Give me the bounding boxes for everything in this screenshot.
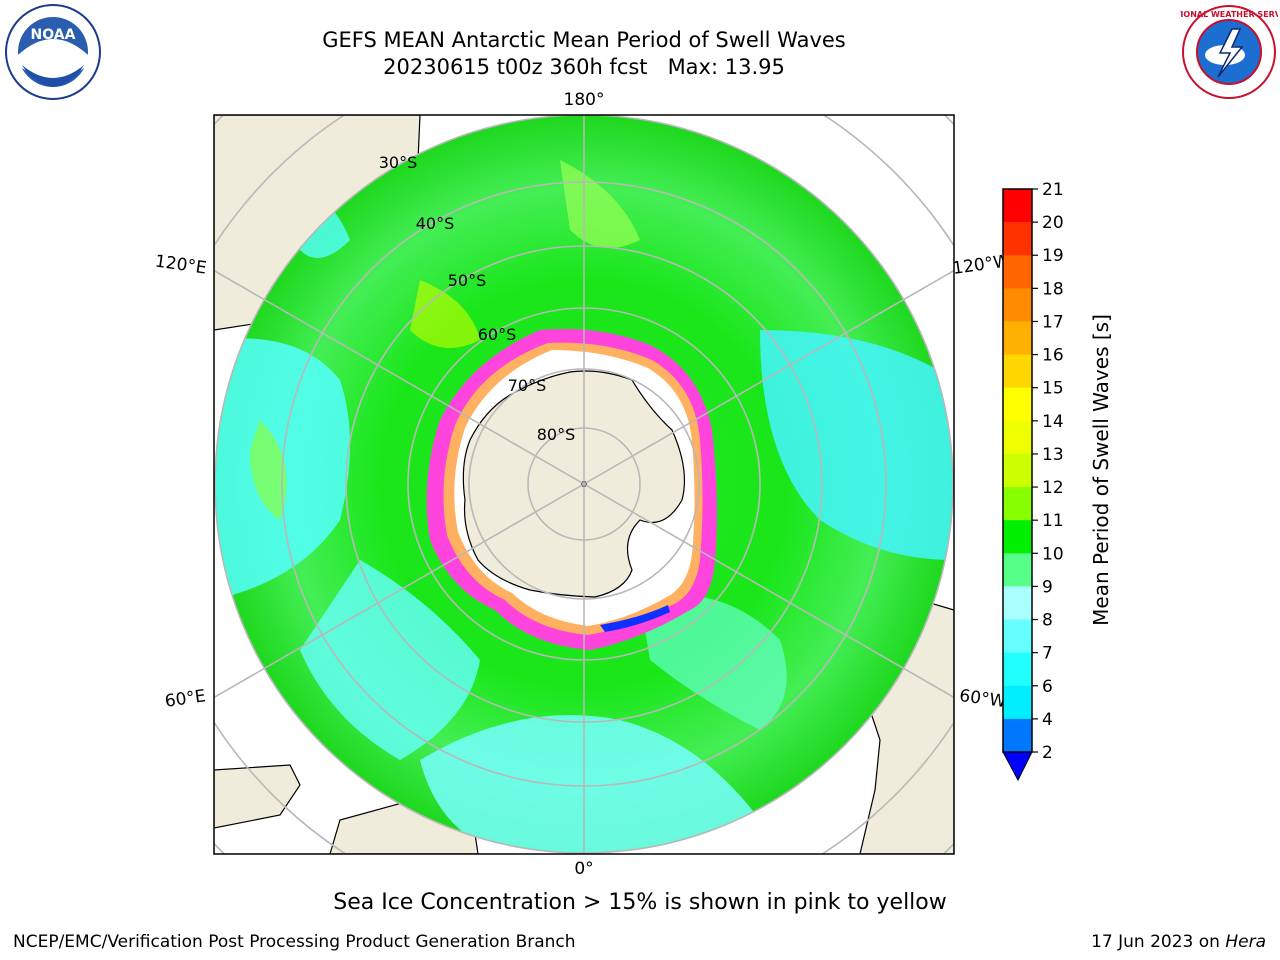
colorbar-segment bbox=[1003, 520, 1032, 554]
colorbar-segment bbox=[1003, 189, 1032, 223]
lon-label-180: 180° bbox=[564, 90, 605, 110]
colorbar-tick-label: 20 bbox=[1042, 213, 1064, 233]
colorbar-tick-label: 17 bbox=[1042, 312, 1064, 332]
colorbar-segment bbox=[1003, 619, 1032, 654]
colorbar-tick-label: 12 bbox=[1042, 478, 1064, 498]
colorbar-segment bbox=[1003, 453, 1032, 488]
map-title: GEFS MEAN Antarctic Mean Period of Swell… bbox=[322, 28, 846, 52]
noaa-logo: NOAA bbox=[5, 4, 101, 100]
colorbar-tick-label: 9 bbox=[1042, 577, 1053, 597]
colorbar-extend-arrow bbox=[1002, 751, 1033, 782]
colorbar-tick-label: 2 bbox=[1042, 743, 1053, 763]
colorbar-tick-label: 13 bbox=[1042, 445, 1064, 465]
lat-label-70s: 70°S bbox=[508, 376, 547, 395]
colorbar-segment bbox=[1003, 685, 1032, 720]
colorbar-segment bbox=[1003, 387, 1032, 422]
colorbar-tick-label: 14 bbox=[1042, 412, 1064, 432]
colorbar-segment bbox=[1003, 553, 1032, 587]
colorbar-segment bbox=[1003, 222, 1032, 256]
colorbar-segment bbox=[1003, 652, 1032, 687]
lat-label-40s: 40°S bbox=[416, 214, 455, 233]
colorbar: 21 20 19 18 17 16 15 14 13 12 11 10 9 8 7 6 4 2 Mean Peri… bbox=[1002, 180, 1113, 782]
footer-date: 17 Jun 2023 on Hera bbox=[1091, 932, 1266, 952]
nws-logo-text: NATIONAL WEATHER SERVICE bbox=[1180, 10, 1278, 19]
colorbar-segment bbox=[1003, 354, 1032, 389]
footer-producer: NCEP/EMC/Verification Post Processing Pr… bbox=[13, 932, 576, 952]
map-frame bbox=[213, 114, 955, 855]
nws-logo: NATIONAL WEATHER SERVICE bbox=[1180, 5, 1278, 99]
colorbar-segment bbox=[1003, 586, 1032, 621]
lon-label-0: 0° bbox=[574, 859, 593, 879]
colorbar-tick-label: 7 bbox=[1042, 644, 1053, 664]
colorbar-ticks: 21 20 19 18 17 16 15 14 13 12 11 10 9 8 7 6 4 2 bbox=[1032, 180, 1064, 763]
colorbar-tick-label: 15 bbox=[1042, 379, 1064, 399]
colorbar-tick-label: 16 bbox=[1042, 346, 1064, 366]
colorbar-tick-label: 19 bbox=[1042, 246, 1064, 266]
lat-label-30s: 30°S bbox=[379, 153, 418, 172]
lat-label-80s: 80°S bbox=[537, 425, 576, 444]
footer-date-text: 17 Jun 2023 on bbox=[1091, 932, 1220, 952]
colorbar-tick-label: 10 bbox=[1042, 544, 1064, 564]
lon-label-120e: 120°E bbox=[154, 252, 208, 279]
colorbar-tick-label: 4 bbox=[1042, 710, 1053, 730]
colorbar-segment bbox=[1003, 321, 1032, 356]
colorbar-segment bbox=[1003, 718, 1032, 753]
lat-label-60s: 60°S bbox=[478, 325, 517, 344]
colorbar-tick-label: 11 bbox=[1042, 511, 1064, 531]
lat-label-50s: 50°S bbox=[448, 271, 487, 290]
colorbar-tick-label: 8 bbox=[1042, 611, 1053, 631]
sea-ice-caption: Sea Ice Concentration > 15% is shown in … bbox=[333, 890, 947, 915]
colorbar-segment bbox=[1003, 420, 1032, 455]
lon-label-60e: 60°E bbox=[164, 686, 207, 711]
colorbar-segment bbox=[1003, 487, 1032, 521]
colorbar-tick-label: 21 bbox=[1042, 180, 1064, 200]
map-subtitle: 20230615 t00z 360h fcst Max: 13.95 bbox=[383, 55, 785, 79]
colorbar-frame bbox=[1002, 188, 1033, 753]
colorbar-tick-label: 18 bbox=[1042, 279, 1064, 299]
colorbar-tick-label: 6 bbox=[1042, 677, 1053, 697]
colorbar-segments bbox=[1003, 189, 1032, 753]
footer-machine: Hera bbox=[1225, 932, 1266, 952]
noaa-logo-text: NOAA bbox=[31, 27, 76, 43]
colorbar-segment bbox=[1003, 255, 1032, 289]
colorbar-segment bbox=[1003, 288, 1032, 322]
antarctica-landmass bbox=[462, 370, 686, 598]
colorbar-label: Mean Period of Swell Waves [s] bbox=[1089, 314, 1113, 626]
